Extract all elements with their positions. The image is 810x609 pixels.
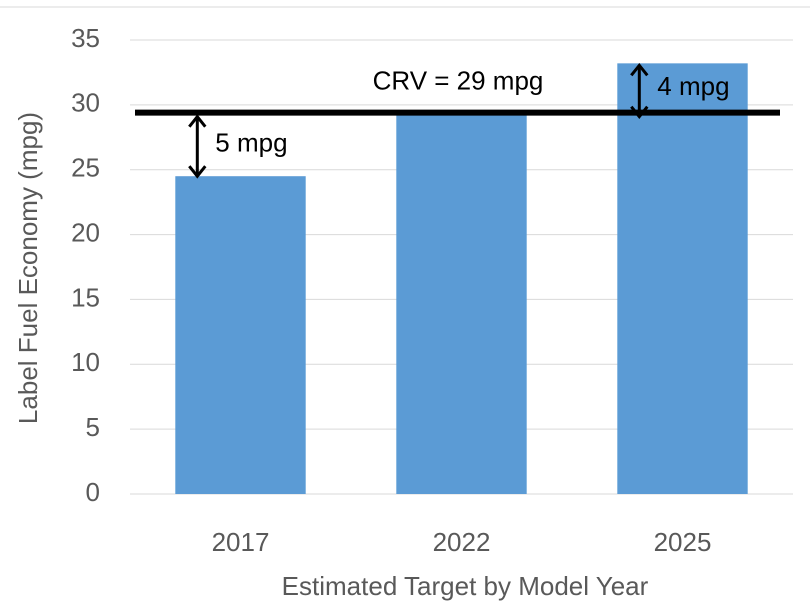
y-tick-label: 10 [71, 347, 100, 377]
annotation: 4 mpg [657, 71, 729, 101]
y-tick-label: 20 [71, 217, 100, 247]
annotation: 5 mpg [215, 127, 287, 157]
reference-label: CRV = 29 mpg [373, 66, 544, 96]
y-tick-label: 15 [71, 282, 100, 312]
bar [617, 63, 748, 494]
x-tick-label: 2017 [212, 527, 270, 557]
bar [175, 176, 306, 494]
bar [396, 112, 527, 494]
y-tick-label: 0 [86, 477, 100, 507]
arrow-head [630, 62, 649, 120]
y-tick-label: 5 [86, 412, 100, 442]
x-tick-label: 2025 [654, 527, 712, 557]
y-tick-label: 25 [71, 153, 100, 183]
arrow-head [188, 114, 207, 179]
x-axis-title: Estimated Target by Model Year [282, 571, 649, 601]
y-tick-label: 35 [71, 23, 100, 53]
x-tick-label: 2022 [433, 527, 491, 557]
y-axis-title: Label Fuel Economy (mpg) [13, 112, 43, 424]
y-tick-label: 30 [71, 88, 100, 118]
